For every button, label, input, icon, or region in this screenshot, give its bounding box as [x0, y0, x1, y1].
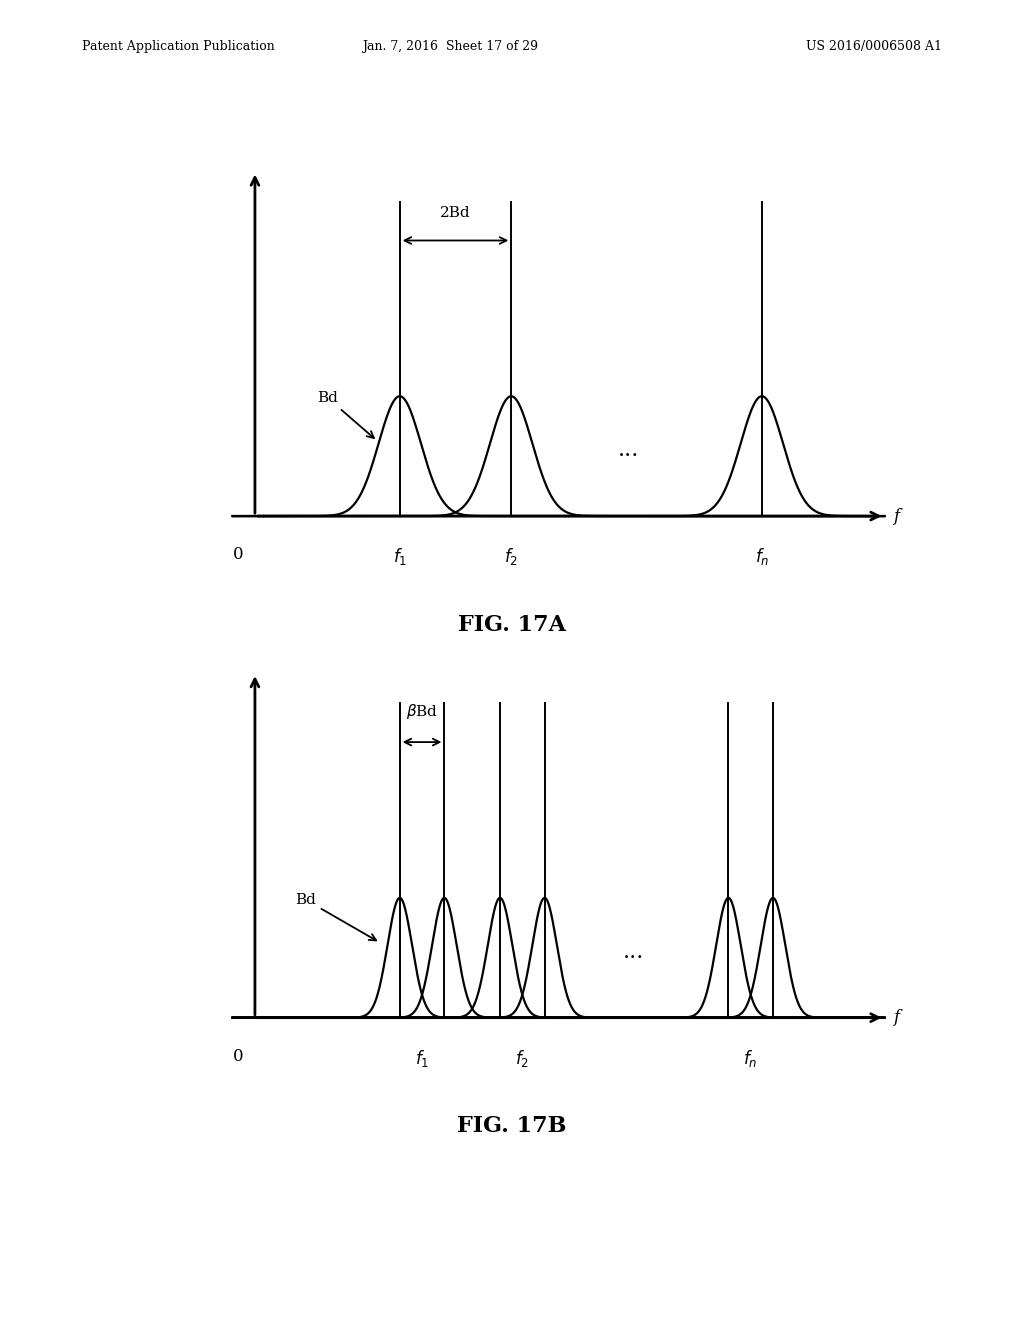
Text: $f_n$: $f_n$	[755, 546, 769, 568]
Text: f: f	[893, 1010, 899, 1026]
Text: FIG. 17B: FIG. 17B	[458, 1115, 566, 1138]
Text: FIG. 17A: FIG. 17A	[458, 614, 566, 636]
Text: $f_1$: $f_1$	[415, 1048, 429, 1069]
Text: 2Bd: 2Bd	[440, 206, 471, 219]
Text: Patent Application Publication: Patent Application Publication	[82, 40, 274, 53]
Text: Jan. 7, 2016  Sheet 17 of 29: Jan. 7, 2016 Sheet 17 of 29	[362, 40, 539, 53]
Text: Bd: Bd	[317, 391, 374, 438]
Text: f: f	[893, 508, 899, 524]
Text: $\beta$Bd: $\beta$Bd	[406, 702, 438, 721]
Text: US 2016/0006508 A1: US 2016/0006508 A1	[806, 40, 942, 53]
Text: $f_n$: $f_n$	[743, 1048, 758, 1069]
Text: 0: 0	[232, 1048, 244, 1065]
Text: ...: ...	[623, 941, 644, 962]
Text: Bd: Bd	[295, 892, 376, 940]
Text: $f_2$: $f_2$	[504, 546, 518, 568]
Text: $f_1$: $f_1$	[392, 546, 407, 568]
Text: ...: ...	[617, 440, 639, 461]
Text: 0: 0	[232, 546, 244, 564]
Text: $f_2$: $f_2$	[515, 1048, 529, 1069]
